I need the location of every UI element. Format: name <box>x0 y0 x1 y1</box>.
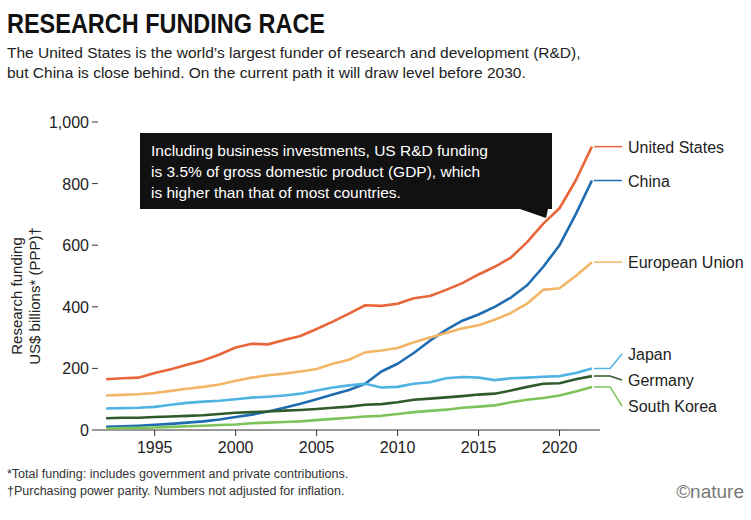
annotation: Including business investments, US R&D f… <box>140 133 552 218</box>
series-label: European Union <box>628 254 744 271</box>
y-tick <box>92 245 98 246</box>
x-tick-label: 2005 <box>299 439 335 456</box>
x-tick <box>559 430 560 436</box>
label-leader <box>594 146 622 148</box>
label-leader <box>594 180 622 182</box>
series-line <box>106 376 592 418</box>
y-tick <box>92 183 98 184</box>
series-label: China <box>628 173 670 190</box>
series-line <box>106 387 592 429</box>
series-line <box>106 262 592 395</box>
x-tick <box>316 430 317 436</box>
label-leader <box>594 376 622 380</box>
subtitle: but China is close behind. On the curren… <box>7 64 526 81</box>
label-leader <box>594 354 622 368</box>
x-tick-label: 2000 <box>218 439 254 456</box>
y-tick-label: 800 <box>62 176 89 193</box>
x-tick <box>154 430 155 436</box>
y-tick-label: 600 <box>62 237 89 254</box>
y-tick <box>92 430 98 431</box>
annotation-box <box>140 133 552 209</box>
x-tick <box>235 430 236 436</box>
x-tick <box>397 430 398 436</box>
x-tick-label: 1995 <box>137 439 173 456</box>
y-tick-label: 400 <box>62 299 89 316</box>
x-tick <box>478 430 479 436</box>
series-label: Japan <box>628 346 672 363</box>
footnote: †Purchasing power parity. Numbers not ad… <box>7 484 344 498</box>
x-tick-label: 2010 <box>380 439 416 456</box>
series-label: Germany <box>628 372 694 389</box>
label-leader <box>594 387 622 406</box>
x-axis <box>98 429 600 430</box>
chart: RESEARCH FUNDING RACE The United States i… <box>0 0 751 520</box>
series-label: United States <box>628 139 724 156</box>
series-line <box>106 181 592 427</box>
x-tick-label: 2020 <box>542 439 578 456</box>
annotation-text: is higher than that of most countries. <box>151 184 401 201</box>
background <box>0 0 751 520</box>
y-tick-label: 1,000 <box>49 114 89 131</box>
y-tick-label: 0 <box>80 422 89 439</box>
y-tick <box>92 306 98 307</box>
subtitle: The United States is the world’s largest… <box>7 44 581 61</box>
y-label-line: US$ billions* (PPP)† <box>26 227 43 365</box>
source: ©nature <box>676 481 744 502</box>
x-tick-label: 2015 <box>461 439 497 456</box>
series-label: South Korea <box>628 398 717 415</box>
y-tick <box>92 122 98 123</box>
y-axis-label: Research fundingUS$ billions* (PPP)† <box>8 227 43 365</box>
annotation-text: is 3.5% of gross domestic product (GDP),… <box>151 163 480 180</box>
footnote: *Total funding: includes government and … <box>7 467 348 481</box>
y-tick <box>92 368 98 369</box>
y-tick-label: 200 <box>62 360 89 377</box>
y-label-line: Research funding <box>8 237 25 355</box>
annotation-pointer <box>520 209 548 218</box>
title: RESEARCH FUNDING RACE <box>7 9 325 39</box>
annotation-text: Including business investments, US R&D f… <box>151 142 488 159</box>
label-leader <box>594 261 622 263</box>
